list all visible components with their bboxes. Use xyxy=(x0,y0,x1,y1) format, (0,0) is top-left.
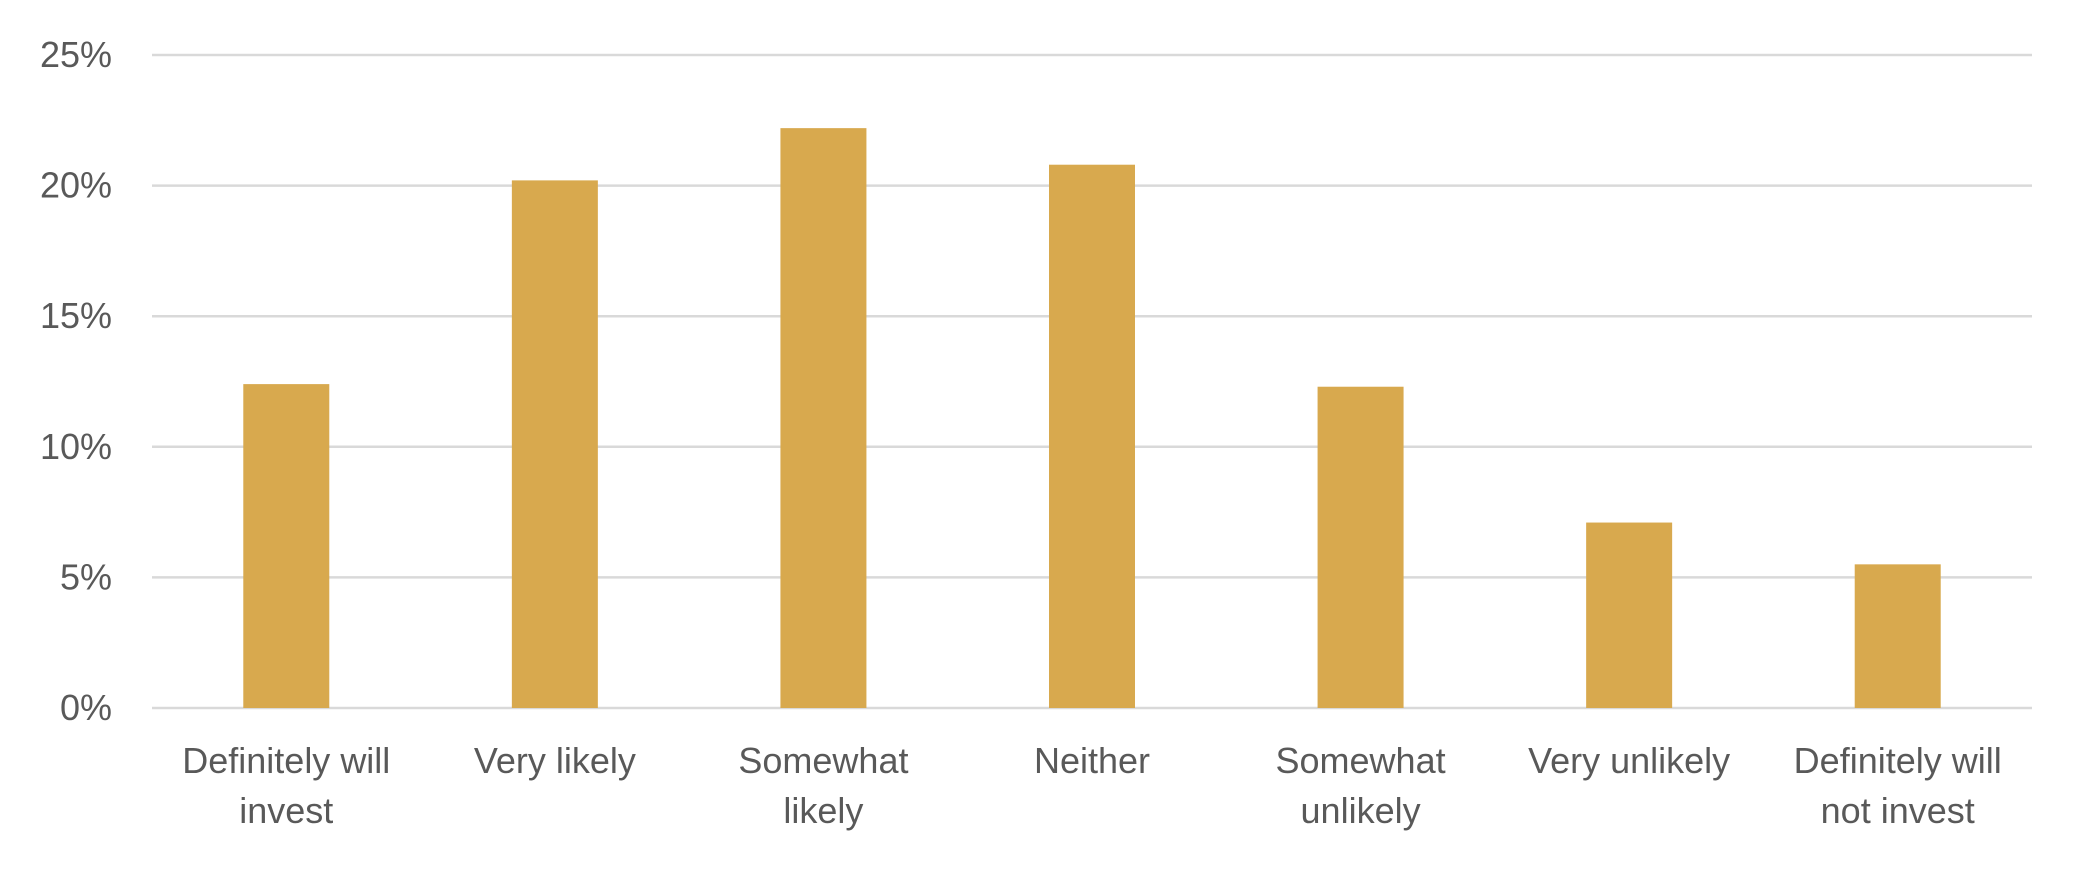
x-category-label: not invest xyxy=(1821,790,1975,831)
bar xyxy=(1317,386,1404,708)
y-axis-tick-labels: 0% 5% 10% 15% 20% 25% xyxy=(40,34,112,728)
bar xyxy=(511,180,598,709)
y-tick-label: 25% xyxy=(40,34,112,75)
x-category-label: invest xyxy=(239,790,333,831)
bar xyxy=(1049,164,1135,709)
bar xyxy=(1854,564,1941,708)
x-category-label: Very likely xyxy=(474,740,636,781)
x-category-label: Very unlikely xyxy=(1528,740,1730,781)
bar xyxy=(243,384,330,708)
y-tick-label: 15% xyxy=(40,295,112,336)
x-category-label: Somewhat xyxy=(1276,740,1446,781)
x-category-label: Somewhat xyxy=(738,740,908,781)
x-category-label: likely xyxy=(783,790,863,831)
bars xyxy=(243,128,1941,709)
y-tick-label: 0% xyxy=(60,687,112,728)
y-tick-label: 20% xyxy=(40,165,112,206)
y-tick-label: 5% xyxy=(60,556,112,597)
x-category-label: unlikely xyxy=(1301,790,1421,831)
bar xyxy=(1586,522,1673,708)
x-category-label: Neither xyxy=(1034,740,1150,781)
y-tick-label: 10% xyxy=(40,426,112,467)
bar xyxy=(780,128,867,709)
x-category-label: Definitely will xyxy=(1794,740,2002,781)
x-axis-category-labels: Definitely will invest Very likely Somewhat… xyxy=(182,740,2001,831)
x-category-label: Definitely will xyxy=(182,740,390,781)
